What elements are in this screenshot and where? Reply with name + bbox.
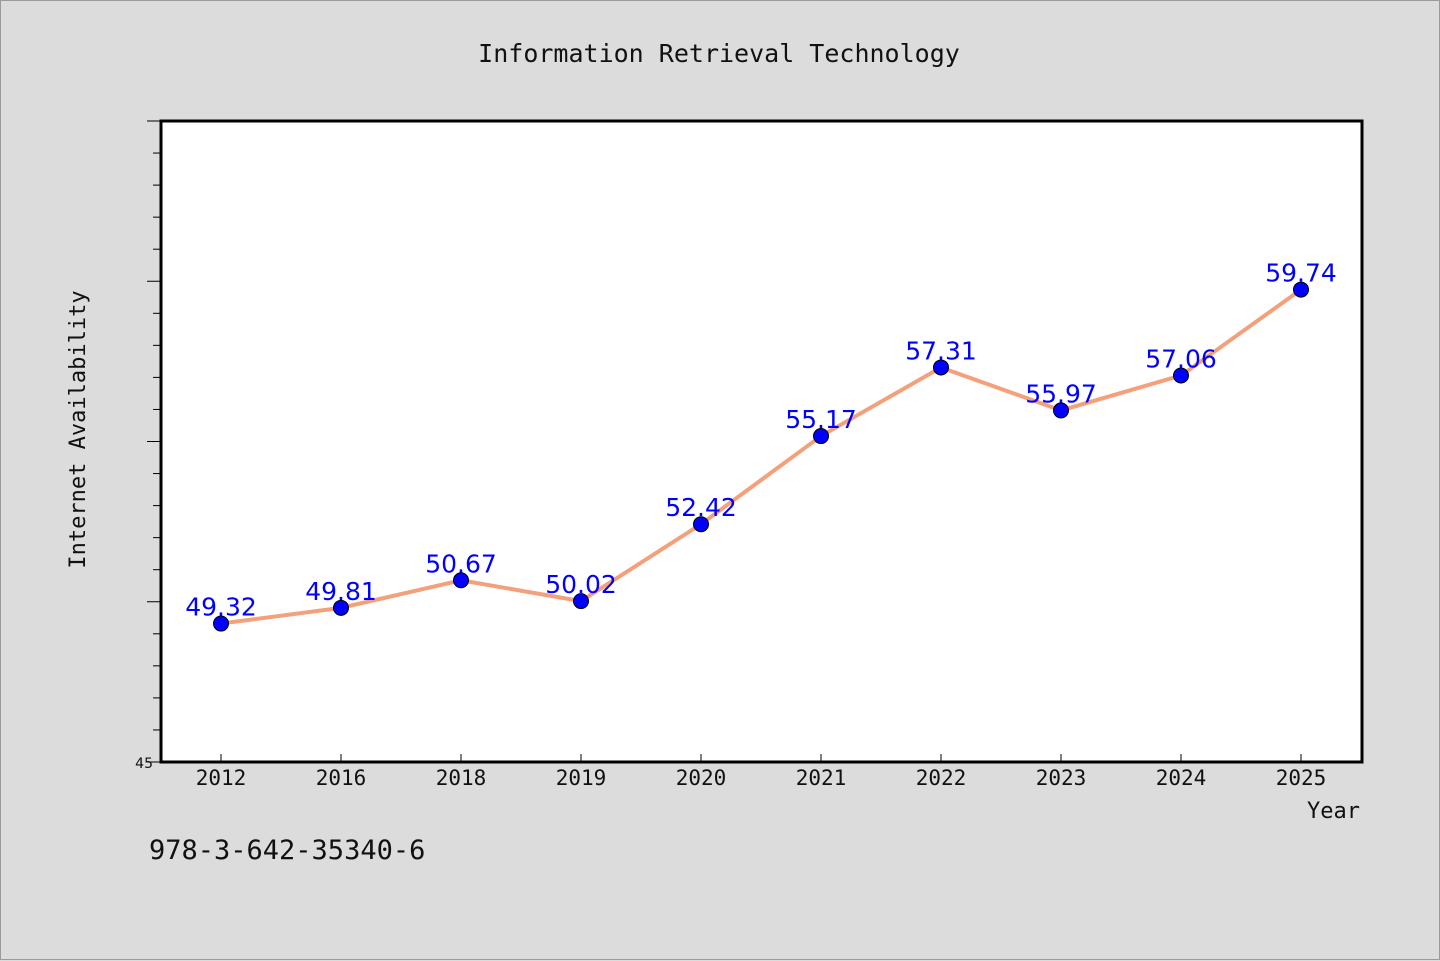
data-point xyxy=(573,593,589,610)
data-label: 57.31 xyxy=(905,336,977,365)
data-label-layer: 49.32 49.81 50.67 50.02 52.42 55.17 57.31 55.97… xyxy=(185,259,1337,622)
x-tick-label: 2018 xyxy=(436,766,487,790)
y-axis-title: Internet Availability xyxy=(66,290,91,568)
x-axis-title: Year xyxy=(1307,799,1360,824)
data-label: 50.02 xyxy=(545,570,617,599)
data-point xyxy=(333,599,349,616)
data-point xyxy=(1293,281,1309,298)
x-axis-ticks: 2012 2016 2018 2019 2020 2021 2022 2023 2024 2025 xyxy=(196,754,1327,790)
plot-area xyxy=(161,121,1362,762)
data-label: 52.42 xyxy=(665,493,737,522)
series-line xyxy=(219,287,1303,626)
data-label: 49.32 xyxy=(185,593,257,622)
data-point xyxy=(813,428,829,445)
data-point xyxy=(933,359,949,376)
data-point xyxy=(213,615,229,632)
y-axis-ticks: 45 xyxy=(135,120,161,772)
data-label: 55.97 xyxy=(1025,379,1097,408)
x-tick-label: 2021 xyxy=(796,766,847,790)
isbn-footer: 978-3-642-35340-6 xyxy=(149,835,426,866)
data-label: 50.67 xyxy=(425,549,497,578)
data-label: 59.74 xyxy=(1265,259,1337,288)
data-label: 49.81 xyxy=(305,577,377,606)
x-tick-label: 2020 xyxy=(676,766,727,790)
plot-frame xyxy=(159,119,1364,764)
x-tick-label: 2024 xyxy=(1156,766,1207,790)
x-tick-label: 2022 xyxy=(916,766,967,790)
series-layer xyxy=(213,281,1309,632)
x-tick-label: 2012 xyxy=(196,766,247,790)
x-tick-label: 2016 xyxy=(316,766,367,790)
chart-title: Information Retrieval Technology xyxy=(478,39,960,68)
x-tick-label: 2019 xyxy=(556,766,607,790)
x-tick-label: 2023 xyxy=(1036,766,1087,790)
data-point xyxy=(1173,367,1189,384)
data-point xyxy=(693,516,709,533)
y-tick-label: 45 xyxy=(135,756,153,772)
x-tick-label: 2025 xyxy=(1276,766,1327,790)
data-point xyxy=(1053,402,1069,419)
data-label: 57.06 xyxy=(1145,344,1217,373)
data-label: 55.17 xyxy=(785,405,857,434)
data-point xyxy=(453,572,469,589)
